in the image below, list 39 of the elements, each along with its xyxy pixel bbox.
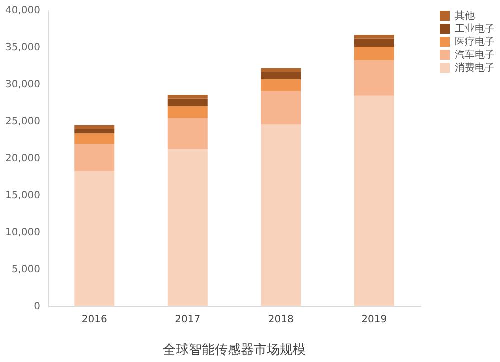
- bar: [168, 106, 208, 118]
- bar: [261, 68, 302, 72]
- bar: [74, 125, 115, 130]
- bar: [261, 80, 302, 92]
- legend-label: 汽车电子: [455, 49, 495, 61]
- bar: [168, 95, 208, 99]
- bar: [354, 38, 394, 47]
- y-tick-label: 40,000: [6, 6, 40, 16]
- bar: [354, 96, 394, 306]
- y-tick-label: 0: [34, 302, 40, 312]
- x-tick-label: 2017: [175, 314, 201, 326]
- y-tick-label: 10,000: [6, 228, 40, 238]
- y-tick-label: 30,000: [6, 80, 40, 90]
- legend-label: 医疗电子: [455, 36, 495, 48]
- bar: [74, 129, 115, 134]
- bar: [354, 47, 394, 60]
- y-tick-label: 20,000: [6, 154, 40, 164]
- bar: [354, 60, 394, 96]
- bar: [74, 171, 115, 306]
- y-tick-label: 15,000: [6, 190, 40, 202]
- bar: [261, 72, 302, 80]
- text: 全球智能传感器市场规模: [163, 343, 306, 358]
- bar: [261, 91, 302, 125]
- bar: [74, 144, 115, 172]
- legend-label: 消费电子: [455, 62, 495, 74]
- bar: [168, 98, 208, 106]
- x-tick-label: 2018: [268, 314, 294, 326]
- bar: [354, 35, 394, 39]
- bar: [261, 124, 302, 306]
- bar: [168, 149, 208, 306]
- legend-label: 工业电子: [455, 23, 495, 35]
- legend-label: 其他: [455, 10, 475, 22]
- y-tick-label: 25,000: [6, 116, 40, 128]
- y-tick-label: 5,000: [12, 264, 40, 276]
- y-tick-label: 35,000: [6, 42, 40, 54]
- x-tick-label: 2016: [82, 314, 108, 326]
- bar: [168, 118, 208, 150]
- x-tick-label: 2019: [362, 314, 388, 326]
- bar: [74, 134, 115, 144]
